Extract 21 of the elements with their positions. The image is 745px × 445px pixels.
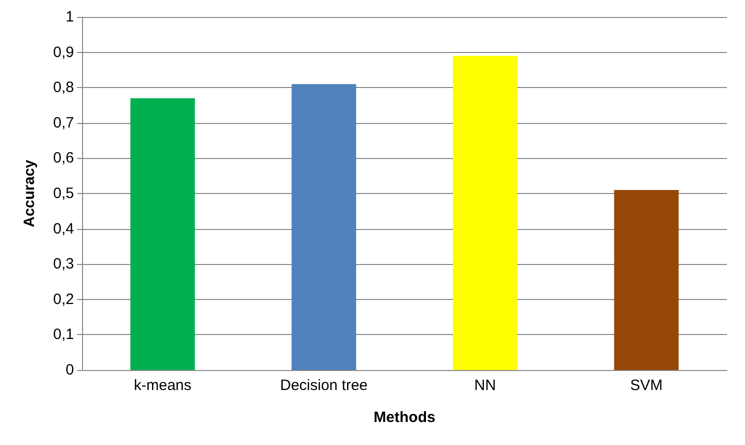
x-tick-label: k-means xyxy=(134,377,192,394)
y-tick-label: 0,3 xyxy=(53,256,74,273)
y-tick-label: 0,4 xyxy=(53,220,74,238)
y-tick-label: 0,6 xyxy=(53,150,74,167)
y-tick-label: 0,1 xyxy=(53,326,74,344)
x-tick-label: Decision tree xyxy=(280,377,368,394)
y-axis-title: Accuracy xyxy=(21,159,38,228)
bar xyxy=(614,190,679,370)
bar xyxy=(452,56,518,370)
y-tick-label: 0,5 xyxy=(53,185,74,202)
bar xyxy=(130,98,195,370)
x-tick-label: SVM xyxy=(630,377,663,394)
x-tick-label: NN xyxy=(474,377,496,394)
y-tick-label: 1 xyxy=(66,8,74,26)
bar xyxy=(292,84,356,370)
x-axis-title: Methods xyxy=(374,409,436,426)
y-tick-label: 0,7 xyxy=(53,114,74,132)
y-tick-label: 0,2 xyxy=(53,290,74,308)
y-tick-label: 0,9 xyxy=(53,44,74,61)
y-tick-label: 0,8 xyxy=(53,79,74,96)
y-tick-label: 0 xyxy=(66,362,74,378)
